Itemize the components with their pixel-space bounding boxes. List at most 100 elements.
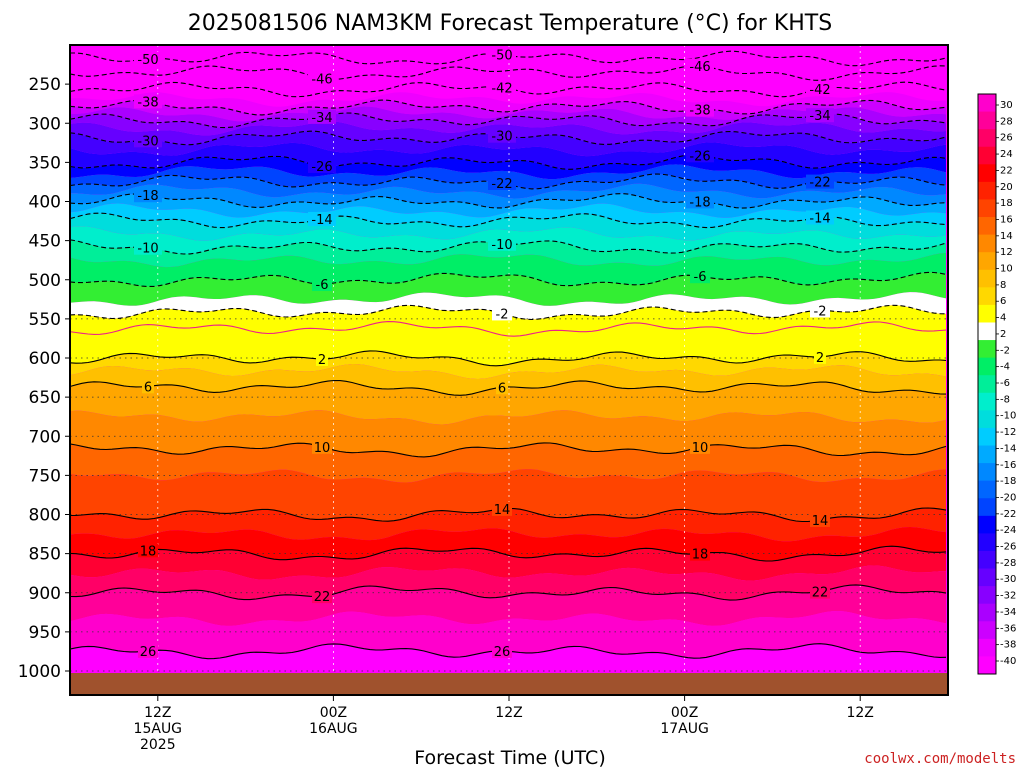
fill-band-29 — [70, 546, 946, 581]
contour-m14 — [69, 212, 947, 229]
colorbar-label: 28 — [1000, 116, 1013, 127]
contour-10 — [69, 442, 947, 458]
x-tick-label: 16AUG — [309, 721, 358, 737]
y-tick-label: 250 — [29, 75, 61, 95]
contour-label-bg — [810, 512, 830, 527]
colorbar-swatch — [978, 357, 996, 376]
colorbar-label: 4 — [1000, 313, 1006, 324]
contour-label: 10 — [692, 441, 709, 456]
x-tick-label: 00Z — [320, 705, 347, 721]
contour-label-bg — [312, 439, 332, 454]
colorbar-swatch — [978, 498, 996, 517]
colorbar-swatch — [978, 199, 996, 218]
colorbar-label: 12 — [1000, 247, 1013, 258]
colorbar-swatch — [978, 340, 996, 359]
fill-band-13 — [70, 203, 946, 228]
fill-band-30 — [70, 565, 946, 601]
colorbar-label: -20 — [1000, 492, 1016, 503]
colorbar-label: 30 — [1000, 100, 1013, 111]
contour-m26 — [69, 154, 947, 170]
colorbar-swatch — [978, 568, 996, 587]
contour-label: 26 — [140, 645, 157, 660]
x-tick-label: 17AUG — [660, 721, 709, 737]
fill-band-18 — [70, 272, 946, 306]
contour-label-bg — [312, 276, 332, 291]
contour-label-bg — [488, 80, 516, 95]
colorbar-label: 22 — [1000, 165, 1013, 176]
contour-label: 22 — [314, 590, 331, 605]
contour-m46 — [69, 65, 947, 81]
contour-label: -30 — [491, 130, 512, 145]
contour-label: -18 — [689, 195, 710, 210]
colorbar-swatch — [978, 392, 996, 411]
below-ground-area — [70, 673, 948, 695]
colorbar-label: -32 — [1000, 591, 1016, 602]
contour-label: -2 — [814, 304, 827, 319]
y-tick-label: 550 — [29, 310, 61, 330]
contour-label: -2 — [496, 307, 509, 322]
contour-label-bg — [686, 148, 714, 163]
contour-label-bg — [492, 643, 512, 658]
contour-label-bg — [806, 210, 834, 225]
contour-label: 18 — [692, 548, 709, 563]
contour-label-bg — [138, 543, 158, 558]
fill-band-6 — [70, 131, 946, 157]
colorbar-label: 6 — [1000, 296, 1006, 307]
x-tick-label: 2025 — [140, 737, 176, 753]
contour-label: -46 — [311, 72, 332, 87]
colorbar-label: -10 — [1000, 411, 1016, 422]
contour-label: -6 — [694, 270, 707, 285]
colorbar-label: 8 — [1000, 280, 1006, 291]
contour-22 — [69, 584, 947, 601]
colorbar-swatch — [978, 304, 996, 323]
contour-m6 — [69, 271, 947, 288]
colorbar-label: -14 — [1000, 443, 1016, 454]
fill-band-23 — [70, 380, 946, 425]
fill-band-28 — [70, 527, 946, 561]
colorbar-swatch — [978, 427, 996, 447]
x-tick-label: 00Z — [671, 705, 698, 721]
colorbar-label: -28 — [1000, 558, 1016, 569]
colorbar-label: -24 — [1000, 525, 1016, 536]
contour-zero — [69, 321, 947, 337]
colorbar-swatch — [978, 129, 996, 148]
colorbar-swatch — [978, 603, 996, 622]
x-tick-label: 12Z — [495, 705, 522, 721]
contour-label-bg — [316, 351, 328, 366]
colorbar-label: 2 — [1000, 329, 1006, 340]
contour-label-bg — [134, 94, 162, 109]
colorbar-label: -18 — [1000, 476, 1016, 487]
contour-label: -26 — [311, 160, 332, 175]
isotherm-contours: -50 -50-46-46-42 -42-38-38-34-34-30 -30-26-… — [69, 47, 947, 660]
colorbar-label: 26 — [1000, 133, 1013, 144]
fill-band-26 — [70, 469, 946, 522]
contour-label: 26 — [494, 645, 511, 660]
contour-label-bg — [308, 71, 336, 86]
colorbar-label: -2 — [1000, 345, 1010, 356]
contour-label: -50 — [491, 49, 512, 64]
colorbar-swatch — [978, 252, 996, 271]
contour-label: -10 — [137, 242, 158, 257]
colorbar-label: -8 — [1000, 394, 1010, 405]
contour-label-bg — [308, 211, 336, 226]
contour-label: 2 — [816, 351, 824, 366]
contour-label: -46 — [689, 60, 710, 75]
x-tick-label: 12Z — [846, 705, 873, 721]
colorbar-swatch — [978, 146, 996, 165]
contour-label-bg — [806, 174, 834, 189]
colorbar-swatch — [978, 550, 996, 570]
contour-label: 6 — [144, 380, 152, 395]
contour-label: -34 — [809, 109, 830, 124]
contour-label-bg — [488, 128, 516, 143]
y-axis-pressure: 250 300 350 400 450 500 550 600 650 700 750 800 850 9… — [18, 75, 70, 682]
y-tick-label: 900 — [29, 584, 61, 604]
contour-label-bg — [142, 379, 154, 394]
y-tick-label: 350 — [29, 153, 61, 173]
colorbar-swatch — [978, 181, 996, 200]
colorbar-swatch — [978, 217, 996, 236]
fill-band-16 — [70, 239, 946, 268]
contour-label: -26 — [689, 149, 710, 164]
colorbar-swatch — [978, 287, 996, 306]
contour-label-bg — [806, 108, 834, 123]
